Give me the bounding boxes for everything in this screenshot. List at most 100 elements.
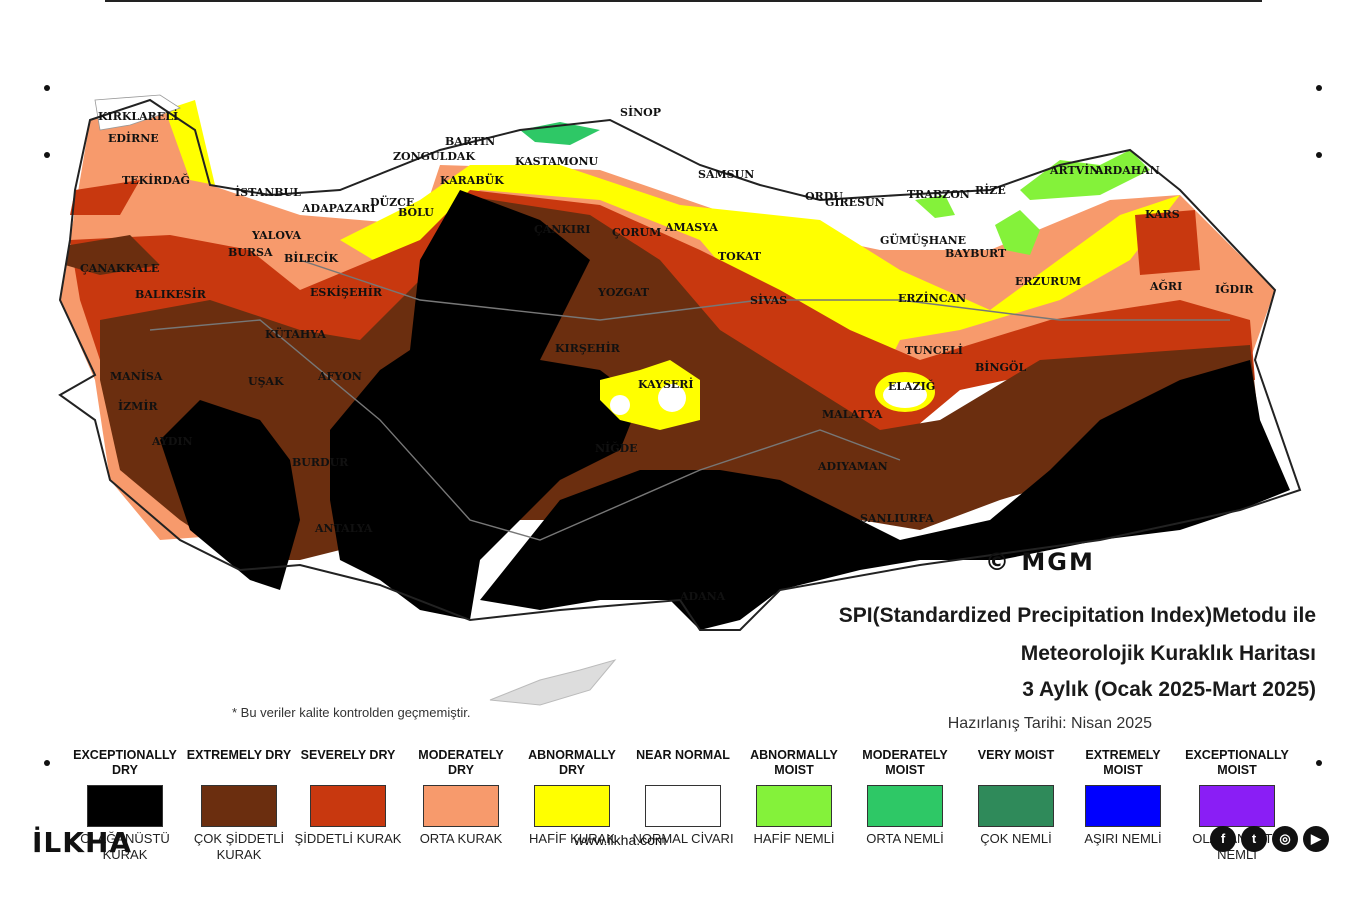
legend-tr: ORTA NEMLİ: [866, 831, 944, 846]
legend-item: ABNORMALLY MOIST HAFİF NEMLİ: [739, 748, 849, 847]
city-label: BURDUR: [292, 456, 349, 469]
city-label: GİRESUN: [825, 195, 885, 209]
prepared-date: Hazırlanış Tarihi: Nisan 2025: [947, 715, 1152, 732]
legend-item: SEVERELY DRY ŞİDDETLİ KURAK: [293, 748, 403, 847]
legend-en: EXCEPTIONALLY DRY: [73, 748, 177, 777]
legend-swatch: [201, 785, 277, 827]
legend-en: MODERATELY DRY: [418, 748, 504, 777]
city-label: BARTIN: [445, 135, 495, 148]
legend-item: EXTREMELY MOIST AŞIRI NEMLİ: [1068, 748, 1178, 847]
legend-item: EXCEPTIONALLY MOIST OLAĞANÜSTÜ NEMLİ: [1182, 748, 1292, 863]
twitter-icon[interactable]: t: [1241, 826, 1267, 852]
legend: EXCEPTIONALLY DRY OLAĞANÜSTÜ KURAK EXTRE…: [70, 748, 1310, 878]
city-label: EDİRNE: [108, 131, 159, 145]
city-label: ANTALYA: [314, 522, 373, 535]
legend-swatch: [645, 785, 721, 827]
city-label: ERZURUM: [1015, 275, 1081, 288]
city-label: ARDAHAN: [1094, 164, 1160, 177]
map-title-line1: SPI(Standardized Precipitation Index)Met…: [838, 604, 1316, 627]
legend-tr: NORMAL CİVARI: [632, 831, 734, 846]
city-label: TRABZON: [907, 188, 970, 201]
city-label: ÇORUM: [612, 226, 661, 239]
legend-en: EXTREMELY DRY: [186, 748, 292, 762]
legend-swatch: [310, 785, 386, 827]
corner-dot: [44, 85, 50, 91]
city-label: BİNGÖL: [975, 360, 1026, 374]
city-label: KAYSERİ: [638, 377, 694, 391]
corner-dot: [1316, 760, 1322, 766]
city-label: ESKİŞEHİR: [310, 285, 383, 299]
city-label: BALIKESİR: [135, 287, 207, 301]
legend-en: NEAR NORMAL: [636, 748, 730, 762]
cyprus: [489, 659, 617, 706]
city-label: AFYON: [317, 370, 362, 383]
city-label: KIRKLARELİ: [98, 109, 178, 123]
city-label: ÇANAKKALE: [80, 262, 159, 275]
corner-dot: [1316, 152, 1322, 158]
city-labels: KIRKLARELİ EDİRNE TEKİRDAĞ İSTANBUL ÇANA…: [80, 105, 1254, 603]
city-label: SİNOP: [620, 105, 661, 119]
city-label: RİZE: [975, 183, 1006, 197]
city-label: ÇANKIRI: [534, 223, 590, 236]
legend-swatch: [978, 785, 1054, 827]
city-label: SİVAS: [750, 293, 787, 307]
legend-item: EXCEPTIONALLY DRY OLAĞANÜSTÜ KURAK: [70, 748, 180, 863]
legend-item: MODERATELY MOIST ORTA NEMLİ: [850, 748, 960, 847]
city-label: İZMİR: [118, 399, 158, 413]
legend-en: EXCEPTIONALLY MOIST: [1185, 748, 1289, 777]
ilkha-logo: İLKHA: [32, 826, 133, 859]
city-label: GÜMÜŞHANE: [880, 233, 966, 247]
corner-dot: [44, 760, 50, 766]
city-label: BURSA: [228, 246, 273, 259]
legend-swatch: [1085, 785, 1161, 827]
legend-tr: ÇOK NEMLİ: [980, 831, 1052, 846]
drought-map: KIRKLARELİ EDİRNE TEKİRDAĞ İSTANBUL ÇANA…: [58, 94, 1302, 706]
legend-en: ABNORMALLY DRY: [528, 748, 616, 777]
legend-item: ABNORMALLY DRY HAFİF KURAK: [517, 748, 627, 847]
legend-en: SEVERELY DRY: [300, 748, 396, 762]
legend-swatch: [423, 785, 499, 827]
facebook-icon[interactable]: f: [1210, 826, 1236, 852]
legend-swatch: [534, 785, 610, 827]
corner-dot: [1316, 85, 1322, 91]
top-rule: [105, 0, 1262, 2]
city-label: YOZGAT: [597, 286, 650, 299]
city-label: TEKİRDAĞ: [122, 173, 190, 187]
legend-tr: AŞIRI NEMLİ: [1084, 831, 1162, 846]
city-label: DÜZCE: [370, 195, 414, 209]
city-label: TOKAT: [718, 250, 762, 263]
corner-dot: [44, 152, 50, 158]
legend-en: EXTREMELY MOIST: [1085, 748, 1161, 777]
legend-en: ABNORMALLY MOIST: [750, 748, 838, 777]
legend-tr: HAFİF KURAK: [529, 831, 615, 846]
city-label: ŞANLIURFA: [860, 512, 934, 525]
city-label: YALOVA: [251, 229, 301, 242]
city-label: ADAPAZARI: [301, 202, 375, 215]
legend-item: EXTREMELY DRY ÇOK ŞİDDETLİ KURAK: [184, 748, 294, 863]
legend-tr: HAFİF NEMLİ: [753, 831, 835, 846]
instagram-icon[interactable]: ◎: [1272, 826, 1298, 852]
city-label: ELAZIĞ: [888, 379, 935, 393]
youtube-icon[interactable]: ▶: [1303, 826, 1329, 852]
city-label: NİĞDE: [595, 441, 638, 455]
legend-en: VERY MOIST: [977, 748, 1055, 762]
city-label: BİLECİK: [284, 251, 338, 265]
legend-swatch: [867, 785, 943, 827]
legend-item: MODERATELY DRY ORTA KURAK: [406, 748, 516, 847]
quality-note: * Bu veriler kalite kontrolden geçmemişt…: [232, 705, 471, 720]
city-label: MALATYA: [822, 408, 883, 421]
site-url[interactable]: www.ilkha.com: [574, 832, 667, 848]
city-label: MANİSA: [110, 369, 163, 383]
city-label: ZONGULDAK: [393, 150, 475, 163]
mgm-copyright: © MGM: [985, 548, 1095, 576]
city-label: İSTANBUL: [235, 185, 301, 199]
legend-tr: ÇOK ŞİDDETLİ KURAK: [193, 831, 285, 862]
legend-en: MODERATELY MOIST: [862, 748, 948, 777]
legend-tr: OLAĞANÜSTÜ KURAK: [80, 831, 170, 862]
city-label: ADANA: [679, 590, 726, 603]
city-label: KARABÜK: [440, 173, 504, 187]
city-label: ORDU: [805, 190, 843, 203]
zone-abnormally-moist: [995, 210, 1040, 255]
city-label: KARS: [1145, 208, 1180, 221]
city-label: ERZİNCAN: [898, 291, 966, 305]
